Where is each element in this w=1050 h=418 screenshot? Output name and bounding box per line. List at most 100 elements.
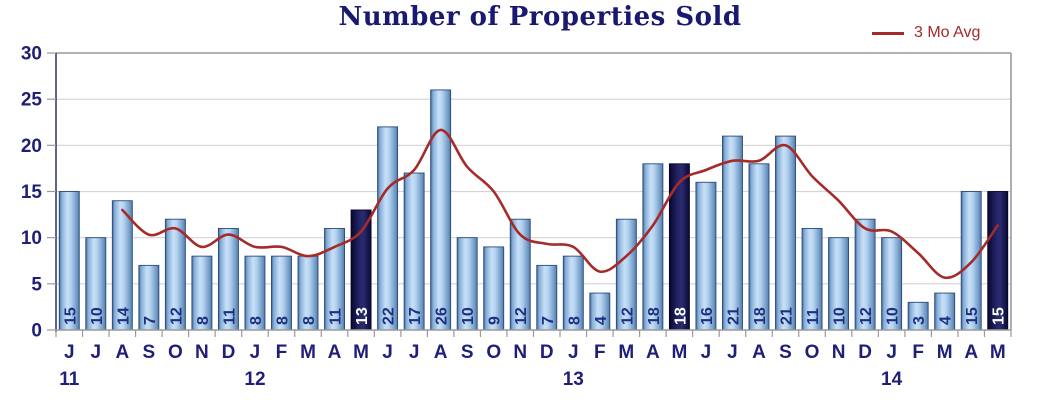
month-label: N: [513, 342, 527, 363]
bar-value-label: 10: [832, 307, 849, 325]
bar-value-label: 4: [938, 316, 955, 325]
year-label: 11: [59, 369, 80, 390]
month-label: S: [779, 342, 792, 363]
month-label: S: [461, 342, 474, 363]
bar-value-label: 18: [672, 307, 689, 325]
bar-value-label: 21: [725, 307, 742, 325]
month-label: J: [701, 342, 712, 363]
month-label: J: [64, 342, 75, 363]
bar-value-label: 10: [460, 307, 477, 325]
y-axis-tick-label: 20: [21, 136, 42, 157]
bar-value-label: 8: [274, 316, 291, 325]
bar-value-label: 16: [699, 307, 716, 325]
bar-value-label: 3: [911, 316, 928, 325]
month-label: M: [671, 342, 687, 363]
month-label: D: [858, 342, 872, 363]
bar-value-label: 18: [752, 307, 769, 325]
y-axis-tick-label: 25: [21, 90, 43, 111]
y-axis-tick-label: 10: [21, 228, 42, 249]
y-axis-tick-label: 0: [31, 321, 42, 342]
bar: [430, 89, 452, 331]
month-label: M: [990, 342, 1006, 363]
month-label: D: [222, 342, 236, 363]
bar-value-label: 17: [407, 307, 424, 325]
bar: [377, 126, 399, 331]
bars-series: 15 10 14 7 12 8 11 8 8 8 11 13 22 17 26 10 9 12 7 8 4 12 18 18 1…: [58, 89, 1009, 331]
bar: [722, 135, 743, 331]
bar-value-label: 8: [195, 316, 212, 325]
legend-label: 3 Mo Avg: [914, 24, 981, 41]
bar-value-label: 11: [221, 308, 238, 325]
bar-value-label: 13: [354, 307, 371, 325]
bar-value-label: 14: [115, 307, 132, 325]
chart-title: Number of Properties Sold: [338, 2, 742, 32]
y-axis-tick-label: 5: [31, 274, 42, 295]
month-label: M: [618, 342, 634, 363]
bar-value-label: 21: [779, 307, 796, 325]
month-label: M: [353, 342, 369, 363]
bar-value-label: 12: [619, 307, 636, 325]
axes: 0 5 10 15 20 25 30: [21, 44, 1012, 342]
month-label: J: [886, 342, 897, 363]
month-label: A: [434, 342, 448, 363]
month-label: J: [727, 342, 738, 363]
year-label: 13: [563, 369, 584, 390]
month-label: D: [540, 342, 554, 363]
month-label: J: [250, 342, 261, 363]
month-label: M: [300, 342, 316, 363]
x-axis-labels: J J A S O N D J F M A M J J A S O N D J F M A M J J A S O N D J F M A M11 12…: [59, 342, 1005, 390]
legend-line-icon: [872, 31, 904, 35]
month-label: M: [937, 342, 953, 363]
bar-value-label: 4: [593, 316, 610, 325]
month-label: S: [143, 342, 156, 363]
month-label: A: [646, 342, 660, 363]
bar-value-label: 7: [142, 316, 159, 325]
month-label: A: [328, 342, 342, 363]
bar-value-label: 12: [168, 307, 185, 325]
bar-value-label: 11: [805, 308, 822, 325]
legend: 3 Mo Avg: [872, 24, 980, 42]
month-label: J: [409, 342, 420, 363]
month-label: A: [964, 342, 978, 363]
month-label: J: [91, 342, 102, 363]
bar-value-label: 15: [964, 307, 981, 325]
month-label: O: [486, 342, 501, 363]
month-label: A: [752, 342, 766, 363]
month-label: J: [382, 342, 393, 363]
bar-value-label: 10: [89, 307, 106, 325]
month-label: O: [805, 342, 820, 363]
moving-average-line: [121, 128, 999, 280]
gridlines: [56, 52, 1012, 330]
bar-value-label: 15: [991, 307, 1008, 325]
y-axis-tick-label: 15: [21, 182, 43, 203]
bar-value-label: 26: [434, 307, 451, 325]
bar-value-label: 12: [858, 307, 875, 325]
bar-value-label: 8: [566, 316, 583, 325]
bar: [748, 163, 770, 331]
month-label: J: [568, 342, 579, 363]
month-label: F: [912, 342, 924, 363]
bar-value-label: 22: [381, 307, 398, 325]
bar-value-label: 8: [248, 316, 265, 325]
bar-value-label: 15: [62, 307, 79, 325]
month-label: O: [168, 342, 183, 363]
bar: [642, 163, 664, 331]
bar-value-label: 12: [513, 307, 530, 325]
bar: [775, 135, 796, 331]
bar-value-label: 11: [328, 308, 345, 325]
month-label: N: [195, 342, 209, 363]
bar: [403, 172, 425, 331]
bar-value-label: 9: [487, 316, 504, 325]
bar-value-label: 7: [540, 316, 557, 325]
month-label: F: [276, 342, 288, 363]
year-label: 12: [244, 369, 265, 390]
bar-value-label: 18: [646, 307, 663, 325]
year-label: 14: [881, 369, 903, 390]
bar-value-label: 10: [885, 307, 902, 325]
y-axis-tick-label: 30: [21, 44, 42, 65]
bar: [668, 163, 690, 331]
month-label: N: [832, 342, 846, 363]
month-label: A: [115, 342, 129, 363]
